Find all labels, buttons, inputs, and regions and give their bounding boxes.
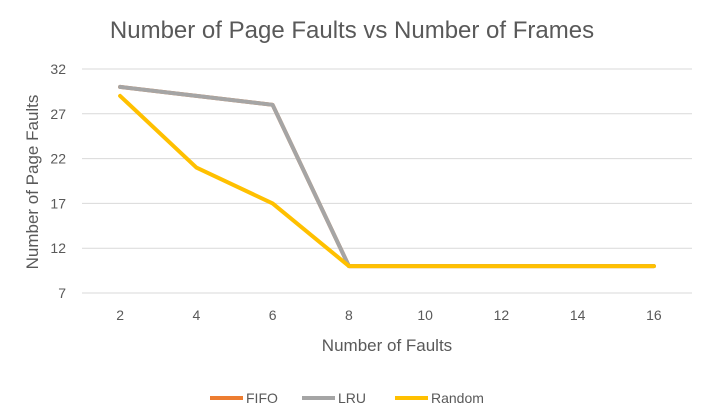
y-axis-ticks: 7 12 17 22 27 32 (50, 61, 66, 301)
legend-label-random: Random (431, 390, 484, 406)
x-axis-label: Number of Faults (322, 336, 452, 355)
x-tick-label: 2 (116, 307, 124, 323)
x-axis-ticks: 2 4 6 8 10 12 14 16 (116, 307, 662, 323)
y-tick-label: 12 (50, 240, 66, 256)
x-tick-label: 16 (646, 307, 662, 323)
x-tick-label: 10 (417, 307, 433, 323)
y-tick-label: 7 (58, 285, 66, 301)
gridlines (82, 68, 692, 294)
legend-label-lru: LRU (338, 390, 366, 406)
y-tick-label: 22 (50, 151, 66, 167)
x-tick-label: 6 (269, 307, 277, 323)
y-axis-label: Number of Page Faults (23, 95, 42, 270)
x-tick-label: 4 (192, 307, 200, 323)
legend: FIFO LRU Random (210, 390, 484, 406)
x-tick-label: 8 (345, 307, 353, 323)
series-line-random (118, 93, 656, 269)
chart-title: Number of Page Faults vs Number of Frame… (110, 17, 594, 44)
y-tick-label: 32 (50, 61, 66, 77)
y-tick-label: 17 (50, 195, 66, 211)
x-tick-label: 14 (570, 307, 586, 323)
y-tick-label: 27 (50, 106, 66, 122)
series-lines (118, 84, 656, 269)
x-tick-label: 12 (494, 307, 510, 323)
legend-label-fifo: FIFO (246, 390, 278, 406)
